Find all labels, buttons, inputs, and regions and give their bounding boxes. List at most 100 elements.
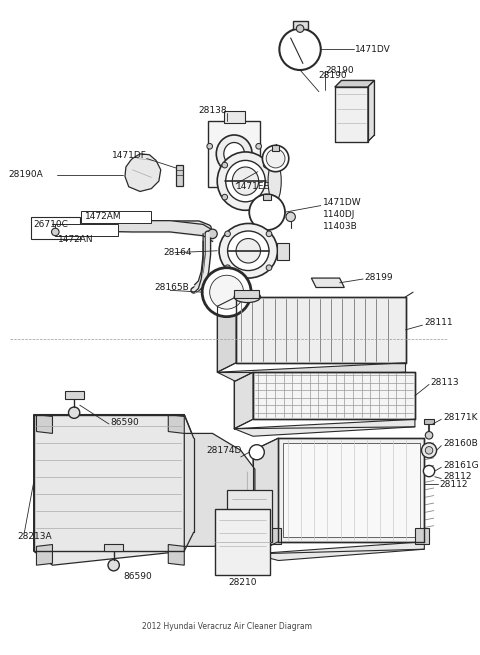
Bar [272,145,279,151]
Text: 28213A: 28213A [18,533,52,542]
Bar [55,225,119,236]
Text: 1471DW: 1471DW [323,198,361,207]
Bar [81,211,151,223]
Text: 28210: 28210 [228,578,257,587]
Polygon shape [335,81,374,87]
Polygon shape [125,154,161,191]
Text: 28190A: 28190A [8,170,43,179]
Circle shape [210,275,243,309]
Polygon shape [168,415,184,434]
Ellipse shape [219,223,277,278]
Circle shape [225,231,230,236]
Circle shape [222,162,228,168]
Bar [104,544,123,551]
Circle shape [249,195,285,230]
Polygon shape [415,527,429,544]
Bar [31,217,80,240]
Polygon shape [312,278,344,288]
Text: 28190: 28190 [325,66,354,75]
Polygon shape [36,544,52,565]
Text: 86590: 86590 [123,572,152,581]
Polygon shape [253,372,415,419]
Ellipse shape [216,135,252,173]
Text: 28111: 28111 [424,318,453,327]
Ellipse shape [226,160,265,202]
Circle shape [425,432,433,439]
Circle shape [222,195,228,200]
Ellipse shape [232,167,259,195]
Text: 28112: 28112 [443,472,472,481]
Polygon shape [168,544,184,565]
Text: 28199: 28199 [364,272,393,282]
Circle shape [425,447,433,454]
Polygon shape [236,297,406,363]
Bar [208,121,260,187]
Text: 1471DV: 1471DV [355,45,390,54]
Text: 28164: 28164 [164,248,192,257]
Circle shape [225,265,230,271]
Circle shape [421,443,437,458]
Bar [424,419,434,424]
Polygon shape [253,438,278,554]
Circle shape [208,229,217,238]
Polygon shape [234,419,415,436]
Polygon shape [217,297,236,372]
Circle shape [202,268,251,316]
Polygon shape [36,415,52,434]
Bar [264,195,271,200]
Text: 26710C: 26710C [34,220,69,229]
Circle shape [286,212,295,221]
Polygon shape [269,527,281,544]
Polygon shape [184,434,255,546]
Ellipse shape [234,291,261,303]
Polygon shape [278,438,424,542]
Ellipse shape [236,238,261,263]
Bar [176,165,183,186]
Circle shape [51,228,59,236]
Bar [292,21,308,29]
Circle shape [423,466,435,477]
Circle shape [296,25,304,32]
Text: 28165B: 28165B [154,283,189,292]
Ellipse shape [217,152,274,210]
Text: 28113: 28113 [430,378,458,387]
Text: 86590: 86590 [110,418,139,426]
Circle shape [263,145,289,172]
Circle shape [279,29,321,70]
Circle shape [266,265,272,271]
Text: 1471DF: 1471DF [112,151,147,160]
Ellipse shape [224,143,244,165]
Circle shape [69,407,80,419]
Text: 28160B: 28160B [443,440,478,448]
Text: 1472AM: 1472AM [85,212,122,221]
Text: 28161G: 28161G [443,461,479,470]
Text: 28112: 28112 [439,479,468,489]
Circle shape [207,143,213,149]
Polygon shape [368,81,374,141]
Circle shape [264,162,269,168]
Polygon shape [283,443,420,537]
Bar [227,490,272,542]
Bar [224,111,244,122]
Circle shape [108,559,120,571]
Ellipse shape [268,160,281,202]
Polygon shape [34,415,194,565]
Circle shape [266,231,272,236]
Text: 1140DJ: 1140DJ [323,210,355,219]
Circle shape [264,195,269,200]
Polygon shape [217,363,406,382]
Circle shape [256,143,262,149]
Bar [277,243,289,260]
Text: 28190: 28190 [318,71,347,80]
Text: 11403B: 11403B [323,222,358,231]
Bar [65,391,84,399]
Text: 1471EE: 1471EE [236,182,270,191]
Circle shape [266,149,285,168]
Text: 1472AN: 1472AN [58,235,94,244]
Bar [216,509,270,574]
Polygon shape [253,542,424,561]
Ellipse shape [228,231,269,271]
Text: 28171K: 28171K [443,413,478,422]
Bar [234,290,259,298]
Text: 2012 Hyundai Veracruz Air Cleaner Diagram: 2012 Hyundai Veracruz Air Cleaner Diagra… [142,622,312,631]
